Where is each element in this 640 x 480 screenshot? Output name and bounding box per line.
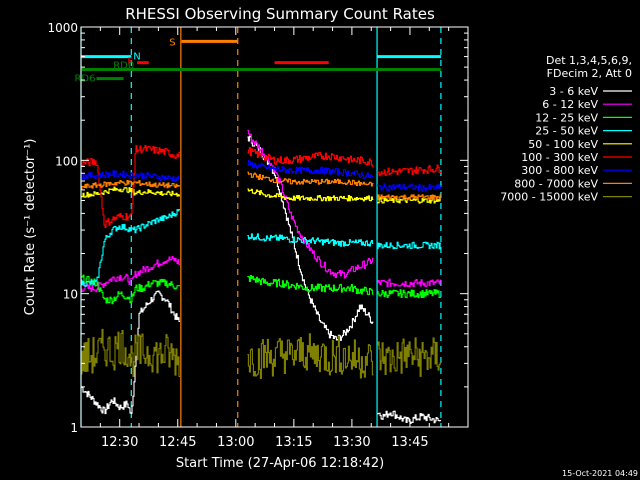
legend-label-6-12-kev: 6 - 12 keV bbox=[542, 98, 598, 111]
state-label-f: F bbox=[127, 57, 133, 68]
legend: Det 1,3,4,5,6,9,FDecim 2, Att 0 3 - 6 keV… bbox=[500, 54, 632, 204]
x-axis-label: Start Time (27-Apr-06 12:18:42) bbox=[176, 456, 384, 471]
state-label-n: N bbox=[133, 52, 140, 63]
x-tick-label: 12:45 bbox=[159, 435, 196, 450]
legend-header: Det 1,3,4,5,6,9, bbox=[546, 54, 632, 67]
series-12-25-kev bbox=[81, 274, 442, 305]
x-tick-label: 13:30 bbox=[333, 435, 370, 450]
legend-header: FDecim 2, Att 0 bbox=[547, 67, 632, 80]
x-tick-label: 13:00 bbox=[217, 435, 254, 450]
series-7000-15000-kev bbox=[81, 328, 442, 379]
state-label-rd0: RD0 bbox=[113, 61, 134, 72]
legend-label-800-7000-kev: 800 - 7000 keV bbox=[514, 177, 598, 190]
legend-label-3-6-kev: 3 - 6 keV bbox=[549, 85, 598, 98]
y-tick-label: 10 bbox=[63, 288, 78, 302]
timestamp: 15-Oct-2021 04:49 bbox=[562, 469, 638, 478]
x-tick-label: 13:15 bbox=[275, 435, 312, 450]
y-axis-label: Count Rate (s⁻¹ detector⁻¹) bbox=[23, 139, 38, 316]
series-300-800-kev bbox=[81, 159, 442, 192]
legend-label-50-100-kev: 50 - 100 keV bbox=[528, 138, 598, 151]
series-800-7000-kev bbox=[81, 171, 442, 201]
series-3-6-kev bbox=[81, 136, 442, 425]
legend-label-7000-15000-kev: 7000 - 15000 keV bbox=[500, 191, 598, 204]
x-axis: 12:30 12:45 13:00 13:15 13:30 13:45 bbox=[80, 27, 469, 450]
legend-label-300-800-kev: 300 - 800 keV bbox=[521, 164, 598, 177]
y-tick-label: 1 bbox=[70, 421, 78, 435]
x-tick-label: 13:45 bbox=[391, 435, 428, 450]
chart-title: RHESSI Observing Summary Count Rates bbox=[125, 5, 435, 23]
x-tick-label: 12:30 bbox=[101, 435, 138, 450]
legend-label-25-50-kev: 25 - 50 keV bbox=[535, 125, 598, 138]
state-label-s: S bbox=[169, 37, 175, 48]
series-25-50-kev bbox=[81, 208, 442, 287]
state-label-rd6: RD6 bbox=[74, 74, 95, 85]
legend-label-100-300-kev: 100 - 300 keV bbox=[521, 151, 598, 164]
y-tick-label: 1000 bbox=[47, 21, 78, 35]
y-axis: 1 10 100 1000 bbox=[47, 21, 468, 435]
y-tick-label: 100 bbox=[55, 154, 78, 168]
legend-label-12-25-kev: 12 - 25 keV bbox=[535, 111, 598, 124]
series-100-300-kev bbox=[81, 144, 442, 228]
